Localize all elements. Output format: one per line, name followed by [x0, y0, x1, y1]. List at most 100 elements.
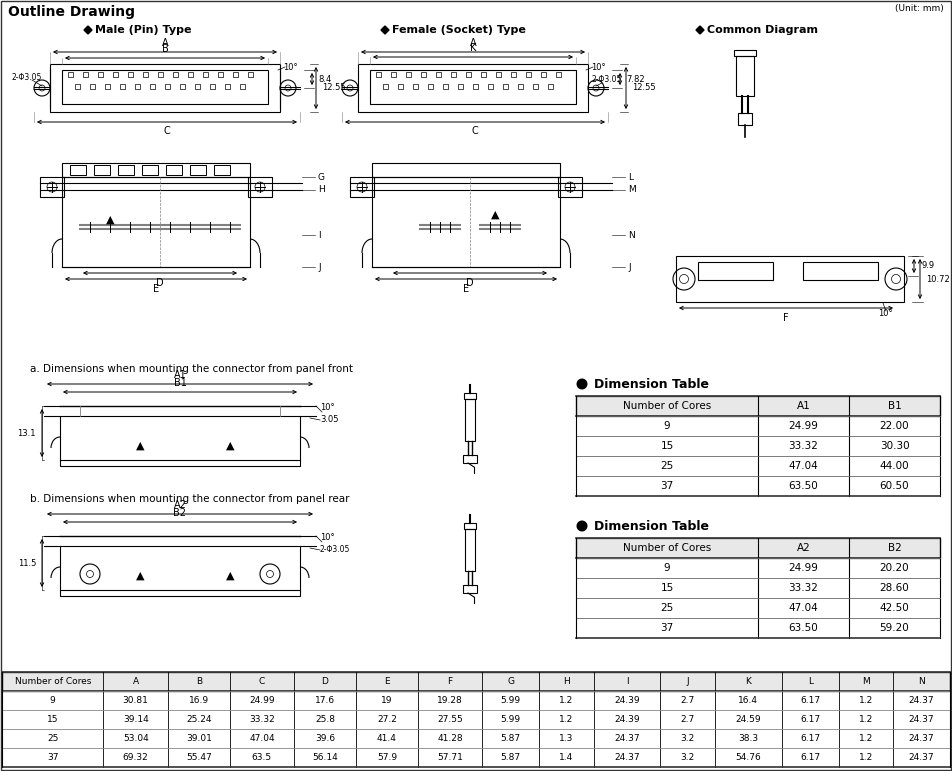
Text: B2: B2	[887, 543, 902, 553]
Bar	[465, 399, 475, 441]
Text: 5.99: 5.99	[501, 715, 521, 724]
Text: Outline Drawing: Outline Drawing	[8, 5, 135, 19]
Bar	[165, 84, 170, 89]
Text: 5.87: 5.87	[501, 734, 521, 743]
Text: 28.60: 28.60	[880, 583, 909, 593]
Text: a. Dimensions when mounting the connector from panel front: a. Dimensions when mounting the connecto…	[30, 364, 353, 374]
Bar	[398, 84, 403, 89]
Bar	[465, 529, 475, 571]
Text: 19: 19	[381, 696, 392, 705]
Text: 9: 9	[664, 563, 670, 573]
Bar	[98, 72, 103, 77]
Text: b. Dimensions when mounting the connector from panel rear: b. Dimensions when mounting the connecto…	[30, 494, 349, 504]
Bar	[214, 165, 230, 175]
Text: H: H	[318, 186, 325, 194]
Text: 15: 15	[661, 583, 674, 593]
Text: J: J	[318, 262, 321, 271]
Text: 7.82: 7.82	[626, 75, 645, 83]
Text: 57.9: 57.9	[377, 753, 397, 762]
Text: 63.50: 63.50	[788, 481, 819, 491]
Text: A2: A2	[797, 543, 810, 553]
Text: 24.99: 24.99	[249, 696, 275, 705]
Text: Number of Cores: Number of Cores	[14, 677, 91, 686]
Text: 2-Φ3.05: 2-Φ3.05	[12, 73, 43, 82]
Bar	[240, 84, 245, 89]
Text: 39.6: 39.6	[315, 734, 335, 743]
Bar	[541, 72, 546, 77]
Text: G: G	[318, 173, 325, 181]
Bar	[180, 84, 185, 89]
Text: 37: 37	[661, 623, 674, 633]
Bar	[473, 84, 478, 89]
Bar	[428, 84, 433, 89]
Text: 69.32: 69.32	[123, 753, 149, 762]
Bar	[698, 262, 773, 280]
Text: A: A	[162, 38, 169, 48]
Text: F: F	[783, 313, 789, 323]
Text: J: J	[686, 677, 689, 686]
Text: 24.37: 24.37	[909, 715, 934, 724]
Text: 12.55: 12.55	[322, 83, 346, 93]
Text: 33.32: 33.32	[788, 583, 819, 593]
Text: 63.5: 63.5	[252, 753, 272, 762]
Bar	[436, 72, 441, 77]
Text: A: A	[469, 38, 476, 48]
Text: 44.00: 44.00	[880, 461, 909, 471]
Polygon shape	[696, 26, 704, 34]
Bar	[190, 165, 206, 175]
Bar	[376, 72, 381, 77]
Text: ▲: ▲	[226, 441, 234, 451]
Bar	[370, 70, 576, 104]
Bar	[105, 84, 110, 89]
Bar	[464, 393, 476, 399]
Bar	[463, 455, 477, 463]
Bar	[576, 538, 940, 558]
Bar	[413, 84, 418, 89]
Bar	[350, 177, 374, 197]
Polygon shape	[381, 26, 389, 34]
Text: 24.37: 24.37	[614, 734, 640, 743]
Text: 24.59: 24.59	[736, 715, 761, 724]
Text: A: A	[132, 677, 139, 686]
Text: 20.20: 20.20	[880, 563, 909, 573]
Text: 11.5: 11.5	[18, 558, 36, 567]
Text: Dimension Table: Dimension Table	[594, 520, 709, 533]
Bar	[158, 72, 163, 77]
Bar	[233, 72, 238, 77]
Text: K: K	[470, 43, 476, 53]
Text: B1: B1	[887, 401, 902, 411]
Text: 10°: 10°	[320, 534, 334, 543]
Bar	[128, 72, 133, 77]
Bar	[556, 72, 561, 77]
Text: H: H	[563, 677, 569, 686]
Bar	[60, 416, 300, 466]
Text: 8.4: 8.4	[318, 75, 331, 83]
Text: 1.2: 1.2	[859, 715, 873, 724]
Text: 10°: 10°	[283, 63, 298, 72]
Text: I: I	[625, 677, 628, 686]
Bar	[518, 84, 523, 89]
Bar	[173, 72, 178, 77]
Text: E: E	[153, 284, 159, 294]
Text: 53.04: 53.04	[123, 734, 149, 743]
Bar	[488, 84, 493, 89]
Bar	[372, 163, 560, 177]
Bar	[383, 84, 388, 89]
Text: 12.55: 12.55	[632, 83, 656, 93]
Text: 39.01: 39.01	[186, 734, 211, 743]
Text: J: J	[628, 262, 630, 271]
Text: Male (Pin) Type: Male (Pin) Type	[95, 25, 191, 35]
Text: 6.17: 6.17	[800, 753, 821, 762]
Bar	[83, 72, 88, 77]
Bar	[225, 84, 230, 89]
Text: 24.37: 24.37	[614, 753, 640, 762]
Bar	[94, 165, 110, 175]
Text: D: D	[466, 278, 474, 288]
Bar	[558, 177, 582, 197]
Text: Number of Cores: Number of Cores	[623, 401, 711, 411]
Text: C: C	[259, 677, 265, 686]
Bar	[210, 84, 215, 89]
Bar	[503, 84, 508, 89]
Text: 24.37: 24.37	[909, 753, 934, 762]
Text: D: D	[156, 278, 164, 288]
